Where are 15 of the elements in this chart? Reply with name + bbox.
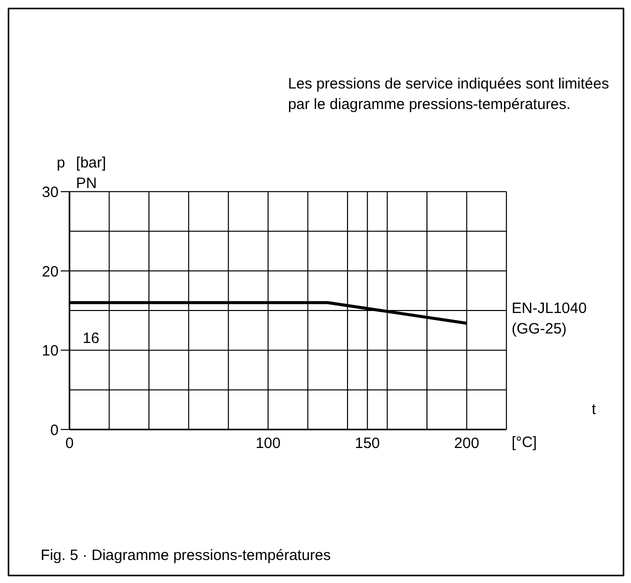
y-axis-title: p [bar] — [56, 154, 106, 172]
text: EN-JL1040 (GG-25) — [512, 300, 587, 338]
caption: Fig. 5 · Diagramme pressions-températures — [40, 547, 331, 564]
annotation: 16 — [82, 330, 100, 347]
x-tick-label: 0 — [65, 435, 74, 452]
text: t [°C] — [512, 400, 596, 452]
y-tick-label: 0 — [50, 422, 59, 439]
x-tick-label: 100 — [256, 435, 281, 452]
y-tick-label: 10 — [42, 342, 59, 360]
y-tick-label: 30 — [42, 184, 59, 202]
annotation: PN — [76, 174, 97, 192]
x-tick-label: 200 — [454, 435, 480, 452]
text: Les pressions de service indiquées sont limitées par le diagramme pressions-températures. — [288, 75, 609, 113]
y-tick-label: 20 — [42, 263, 59, 280]
x-tick-label: 150 — [354, 435, 380, 452]
